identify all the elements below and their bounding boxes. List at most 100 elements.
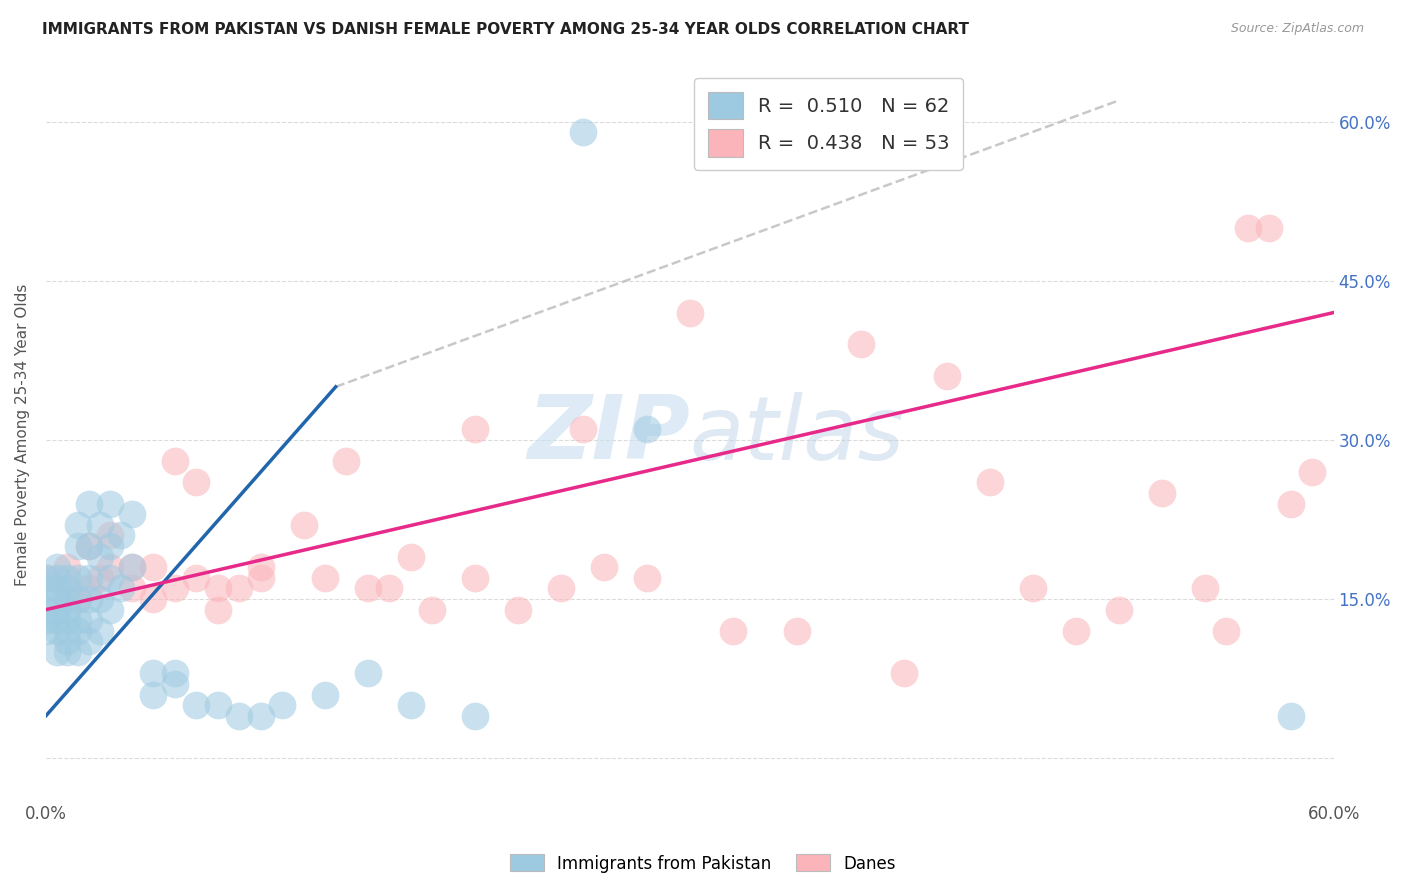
Point	[1150, 486, 1173, 500]
Point	[98, 528, 121, 542]
Point	[679, 305, 702, 319]
Point	[67, 517, 90, 532]
Point	[163, 454, 186, 468]
Point	[893, 666, 915, 681]
Text: ZIP: ZIP	[527, 391, 690, 478]
Legend: Immigrants from Pakistan, Danes: Immigrants from Pakistan, Danes	[503, 847, 903, 880]
Point	[979, 475, 1001, 490]
Point	[249, 571, 271, 585]
Point	[1215, 624, 1237, 638]
Point	[163, 582, 186, 596]
Point	[464, 422, 486, 436]
Point	[228, 582, 250, 596]
Point	[571, 422, 593, 436]
Point	[98, 602, 121, 616]
Point	[67, 613, 90, 627]
Point	[593, 560, 616, 574]
Point	[56, 613, 79, 627]
Point	[45, 571, 67, 585]
Point	[292, 517, 315, 532]
Point	[56, 582, 79, 596]
Point	[399, 698, 422, 713]
Point	[249, 708, 271, 723]
Point	[77, 539, 100, 553]
Point	[1301, 465, 1323, 479]
Point	[67, 592, 90, 607]
Point	[35, 624, 58, 638]
Text: Source: ZipAtlas.com: Source: ZipAtlas.com	[1230, 22, 1364, 36]
Point	[77, 497, 100, 511]
Point	[35, 582, 58, 596]
Point	[56, 624, 79, 638]
Point	[249, 560, 271, 574]
Point	[142, 666, 165, 681]
Point	[314, 688, 336, 702]
Point	[851, 337, 873, 351]
Point	[56, 634, 79, 648]
Point	[186, 571, 208, 585]
Point	[207, 698, 229, 713]
Y-axis label: Female Poverty Among 25-34 Year Olds: Female Poverty Among 25-34 Year Olds	[15, 284, 30, 586]
Point	[56, 582, 79, 596]
Point	[464, 708, 486, 723]
Point	[121, 582, 143, 596]
Point	[56, 560, 79, 574]
Point	[936, 369, 959, 384]
Point	[163, 677, 186, 691]
Point	[1064, 624, 1087, 638]
Point	[98, 560, 121, 574]
Point	[77, 592, 100, 607]
Point	[45, 582, 67, 596]
Text: IMMIGRANTS FROM PAKISTAN VS DANISH FEMALE POVERTY AMONG 25-34 YEAR OLDS CORRELAT: IMMIGRANTS FROM PAKISTAN VS DANISH FEMAL…	[42, 22, 969, 37]
Point	[45, 592, 67, 607]
Point	[56, 592, 79, 607]
Point	[121, 507, 143, 521]
Point	[35, 602, 58, 616]
Point	[121, 560, 143, 574]
Point	[1108, 602, 1130, 616]
Point	[45, 645, 67, 659]
Point	[67, 539, 90, 553]
Point	[67, 645, 90, 659]
Point	[89, 571, 111, 585]
Point	[77, 539, 100, 553]
Point	[636, 571, 658, 585]
Point	[357, 666, 380, 681]
Point	[89, 517, 111, 532]
Legend: R =  0.510   N = 62, R =  0.438   N = 53: R = 0.510 N = 62, R = 0.438 N = 53	[695, 78, 963, 170]
Point	[550, 582, 572, 596]
Point	[314, 571, 336, 585]
Point	[786, 624, 808, 638]
Point	[110, 528, 132, 542]
Point	[1279, 497, 1302, 511]
Point	[335, 454, 357, 468]
Point	[45, 560, 67, 574]
Point	[67, 592, 90, 607]
Point	[207, 602, 229, 616]
Point	[163, 666, 186, 681]
Point	[77, 582, 100, 596]
Point	[571, 125, 593, 139]
Point	[207, 582, 229, 596]
Point	[1258, 220, 1281, 235]
Point	[1236, 220, 1258, 235]
Point	[1194, 582, 1216, 596]
Point	[67, 624, 90, 638]
Point	[56, 645, 79, 659]
Point	[77, 571, 100, 585]
Point	[98, 497, 121, 511]
Point	[45, 602, 67, 616]
Point	[378, 582, 401, 596]
Point	[89, 624, 111, 638]
Point	[45, 613, 67, 627]
Point	[67, 571, 90, 585]
Point	[98, 571, 121, 585]
Point	[35, 571, 58, 585]
Point	[89, 592, 111, 607]
Point	[464, 571, 486, 585]
Point	[77, 613, 100, 627]
Point	[142, 560, 165, 574]
Point	[98, 539, 121, 553]
Point	[77, 634, 100, 648]
Point	[721, 624, 744, 638]
